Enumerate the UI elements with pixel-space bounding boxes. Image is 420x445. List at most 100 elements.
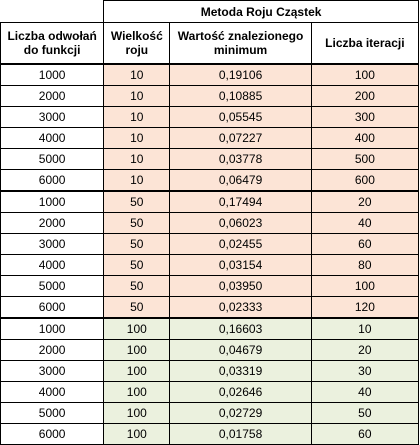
cell-function-calls: 3000 — [0, 106, 105, 128]
cell-minimum-value: 0,02729 — [169, 402, 312, 424]
table-title: Metoda Roju Cząstek — [103, 0, 419, 23]
table-row: 2000 50 0,06023 40 — [0, 212, 420, 234]
cell-iterations: 60 — [310, 233, 420, 255]
cell-function-calls: 5000 — [0, 402, 105, 424]
table-row: 2000 100 0,04679 20 — [0, 339, 420, 361]
cell-swarm-size: 100 — [103, 339, 171, 361]
cell-minimum-value: 0,02455 — [169, 233, 312, 255]
cell-function-calls: 4000 — [0, 254, 105, 276]
cell-swarm-size: 50 — [103, 190, 171, 213]
cell-swarm-size: 100 — [103, 317, 171, 340]
cell-function-calls: 6000 — [0, 169, 105, 192]
cell-iterations: 500 — [310, 148, 420, 170]
table-row: 6000 10 0,06479 600 — [0, 169, 420, 192]
table-row: 5000 100 0,02729 50 — [0, 402, 420, 424]
cell-swarm-size: 50 — [103, 275, 171, 297]
cell-iterations: 50 — [310, 402, 420, 424]
table-row: 3000 50 0,02455 60 — [0, 233, 420, 255]
cell-minimum-value: 0,07227 — [169, 127, 312, 149]
cell-minimum-value: 0,02333 — [169, 296, 312, 319]
header-swarm-size: Wielkość roju — [103, 22, 171, 65]
cell-swarm-size: 50 — [103, 254, 171, 276]
cell-swarm-size: 50 — [103, 212, 171, 234]
cell-iterations: 10 — [310, 317, 420, 340]
cell-swarm-size: 10 — [103, 127, 171, 149]
cell-minimum-value: 0,19106 — [169, 63, 312, 86]
cell-function-calls: 1000 — [0, 317, 105, 340]
cell-minimum-value: 0,10885 — [169, 85, 312, 107]
cell-minimum-value: 0,01758 — [169, 423, 312, 445]
cell-minimum-value: 0,17494 — [169, 190, 312, 213]
cell-iterations: 100 — [310, 275, 420, 297]
cell-function-calls: 4000 — [0, 127, 105, 149]
cell-function-calls: 1000 — [0, 63, 105, 86]
cell-minimum-value: 0,03778 — [169, 148, 312, 170]
cell-function-calls: 5000 — [0, 275, 105, 297]
cell-function-calls: 4000 — [0, 381, 105, 403]
cell-swarm-size: 10 — [103, 148, 171, 170]
cell-iterations: 60 — [310, 423, 420, 445]
cell-function-calls: 5000 — [0, 148, 105, 170]
cell-minimum-value: 0,16603 — [169, 317, 312, 340]
cell-minimum-value: 0,02646 — [169, 381, 312, 403]
cell-iterations: 20 — [310, 190, 420, 213]
table-row: 1000 50 0,17494 20 — [0, 190, 420, 213]
table-row: 6000 100 0,01758 60 — [0, 423, 420, 445]
cell-iterations: 600 — [310, 169, 420, 192]
table-row: 5000 10 0,03778 500 — [0, 148, 420, 170]
empty-corner-cell — [0, 0, 105, 23]
cell-minimum-value: 0,05545 — [169, 106, 312, 128]
cell-iterations: 80 — [310, 254, 420, 276]
cell-function-calls: 2000 — [0, 339, 105, 361]
cell-function-calls: 1000 — [0, 190, 105, 213]
cell-iterations: 20 — [310, 339, 420, 361]
cell-minimum-value: 0,06479 — [169, 169, 312, 192]
table-row: 3000 100 0,03319 30 — [0, 360, 420, 382]
cell-iterations: 40 — [310, 212, 420, 234]
cell-minimum-value: 0,04679 — [169, 339, 312, 361]
cell-swarm-size: 10 — [103, 106, 171, 128]
cell-swarm-size: 100 — [103, 423, 171, 445]
cell-iterations: 40 — [310, 381, 420, 403]
table-row: 1000 10 0,19106 100 — [0, 63, 420, 86]
cell-function-calls: 6000 — [0, 423, 105, 445]
cell-swarm-size: 10 — [103, 85, 171, 107]
cell-swarm-size: 50 — [103, 233, 171, 255]
cell-minimum-value: 0,03950 — [169, 275, 312, 297]
cell-iterations: 120 — [310, 296, 420, 319]
table-row: 4000 10 0,07227 400 — [0, 127, 420, 149]
cell-function-calls: 6000 — [0, 296, 105, 319]
cell-swarm-size: 100 — [103, 402, 171, 424]
cell-function-calls: 2000 — [0, 85, 105, 107]
table-row: 4000 50 0,03154 80 — [0, 254, 420, 276]
cell-function-calls: 2000 — [0, 212, 105, 234]
cell-minimum-value: 0,06023 — [169, 212, 312, 234]
cell-function-calls: 3000 — [0, 360, 105, 382]
table-row: 2000 10 0,10885 200 — [0, 85, 420, 107]
header-row: Liczba odwołań do funkcji Wielkość roju … — [0, 22, 420, 65]
cell-iterations: 400 — [310, 127, 420, 149]
header-function-calls: Liczba odwołań do funkcji — [0, 22, 105, 65]
header-minimum-value: Wartość znalezionego minimum — [169, 22, 312, 65]
cell-iterations: 200 — [310, 85, 420, 107]
cell-swarm-size: 100 — [103, 360, 171, 382]
table-row: 4000 100 0,02646 40 — [0, 381, 420, 403]
cell-swarm-size: 10 — [103, 169, 171, 192]
table-row: 1000 100 0,16603 10 — [0, 317, 420, 340]
cell-minimum-value: 0,03154 — [169, 254, 312, 276]
table-row: 6000 50 0,02333 120 — [0, 296, 420, 319]
cell-iterations: 30 — [310, 360, 420, 382]
cell-minimum-value: 0,03319 — [169, 360, 312, 382]
cell-swarm-size: 100 — [103, 381, 171, 403]
cell-iterations: 300 — [310, 106, 420, 128]
cell-swarm-size: 50 — [103, 296, 171, 319]
header-iterations: Liczba iteracji — [310, 22, 420, 65]
cell-iterations: 100 — [310, 63, 420, 86]
cell-swarm-size: 10 — [103, 63, 171, 86]
table-row: 3000 10 0,05545 300 — [0, 106, 420, 128]
table-row: 5000 50 0,03950 100 — [0, 275, 420, 297]
title-row: Metoda Roju Cząstek — [0, 0, 419, 23]
cell-function-calls: 3000 — [0, 233, 105, 255]
